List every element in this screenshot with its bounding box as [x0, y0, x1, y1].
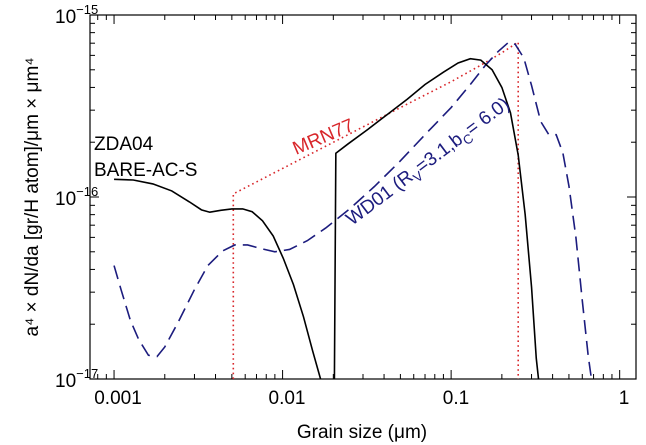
annotations: ZDA04 BARE-AC-S MRN77 WD01 (RV=3.1,bC= 6…: [94, 94, 515, 233]
x-tick-labels: 0.001 0.01 0.1 1: [94, 388, 629, 409]
y-tick-label-1e-17: 10−17: [55, 366, 98, 392]
axis-ticks: [90, 14, 636, 380]
x-tick-label-0.1: 0.1: [443, 388, 469, 409]
annotation-mrn77: MRN77: [290, 115, 357, 159]
x-tick-label-1: 1: [619, 388, 630, 409]
annotation-zda04: ZDA04: [94, 134, 154, 155]
annotation-bare-ac-s: BARE-AC-S: [94, 160, 197, 181]
y-tick-labels: 10−17 10−16 10−15: [55, 2, 98, 392]
x-axis-title: Grain size (μm): [297, 422, 427, 443]
x-tick-label-0.001: 0.001: [94, 388, 142, 409]
y-tick-label-1e-15: 10−15: [55, 2, 98, 28]
series-line-zda04: [114, 57, 540, 380]
series-layer: [113, 40, 593, 380]
series-line-wd01: [113, 41, 593, 380]
x-tick-label-0.01: 0.01: [269, 388, 306, 409]
annotation-wd01: WD01 (RV=3.1,bC= 6.0): [342, 94, 515, 233]
y-tick-label-1e-16: 10−16: [55, 184, 98, 210]
y-axis-title: a⁴ × dN/da [gr/H atom]/μm × μm⁴: [22, 58, 43, 337]
